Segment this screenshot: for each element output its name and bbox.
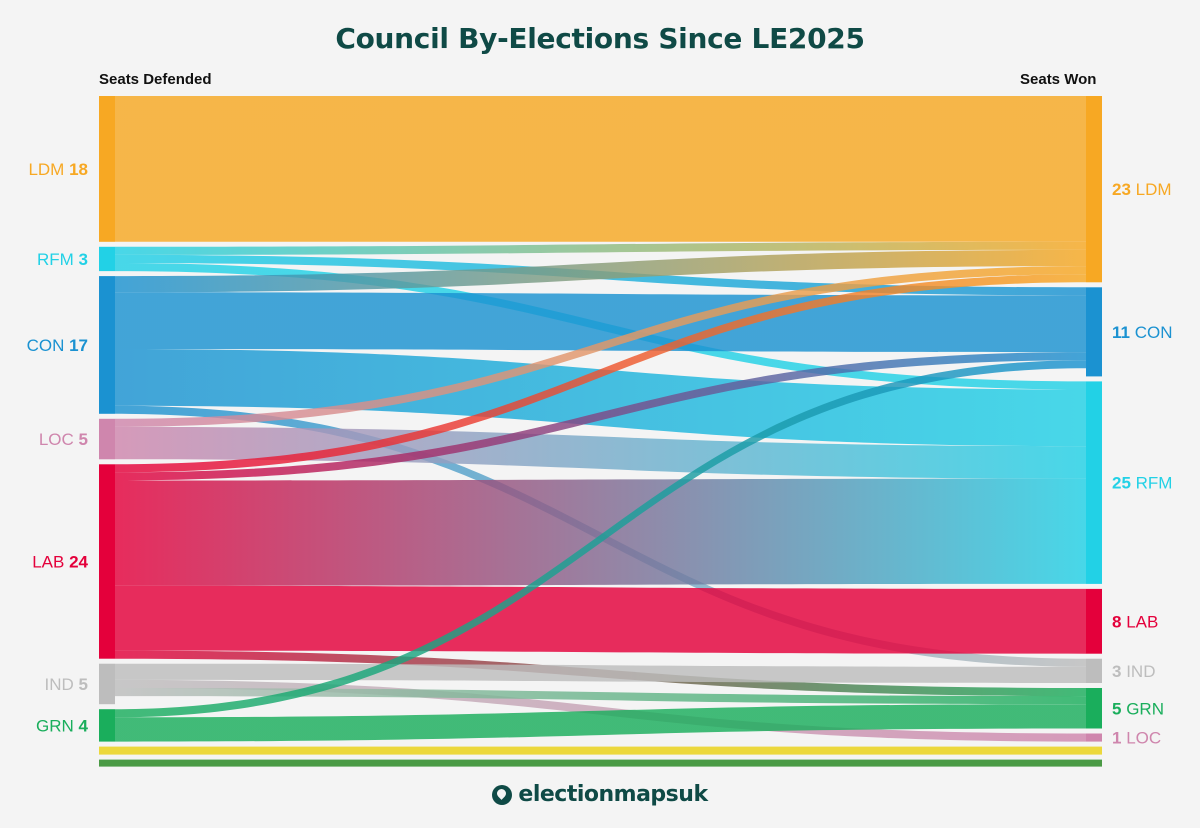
right-label-grn: 5 GRN <box>1112 699 1164 718</box>
left-label-ind: IND 5 <box>45 675 88 694</box>
right-axis-heading: Seats Won <box>1020 71 1097 88</box>
left-node-rfm <box>99 246 115 272</box>
flow-loc-to-rfm <box>115 426 1086 479</box>
nodes-group <box>99 96 1102 767</box>
left-label-con: CON 17 <box>27 336 88 355</box>
flow-grn-to-grn <box>115 704 1086 742</box>
right-node-grn <box>1086 688 1102 729</box>
flow-con-to-ldm <box>115 249 1086 293</box>
right-label-loc: 1 LOC <box>1112 729 1161 748</box>
bottom-band-yel <box>99 746 1102 755</box>
flows-group <box>115 96 1086 742</box>
left-label-lab: LAB 24 <box>32 553 88 572</box>
chart-title: Council By-Elections Since LE2025 <box>335 22 865 55</box>
flow-lab-to-lab <box>115 585 1086 654</box>
right-node-loc <box>1086 733 1102 742</box>
left-label-loc: LOC 5 <box>39 430 88 449</box>
flow-rfm-to-ldm <box>115 241 1086 255</box>
flow-loc-to-ldm <box>115 266 1086 427</box>
flow-ind-to-grn <box>115 688 1086 705</box>
flow-ldm-to-ldm <box>115 96 1086 242</box>
left-label-rfm: RFM 3 <box>37 250 88 269</box>
right-node-ldm <box>1086 96 1102 283</box>
flow-lab-to-con <box>115 352 1086 481</box>
left-node-grn <box>99 709 115 742</box>
left-node-loc <box>99 418 115 460</box>
footer-logo: electionmapsuk <box>0 782 1200 807</box>
bottom-band-dkg <box>99 759 1102 767</box>
right-node-con <box>1086 287 1102 377</box>
right-node-rfm <box>1086 381 1102 584</box>
right-label-lab: 8 LAB <box>1112 612 1158 631</box>
right-label-ind: 3 IND <box>1112 662 1155 681</box>
right-node-ind <box>1086 658 1102 683</box>
flow-grn-to-con <box>115 360 1086 718</box>
globe-pin-icon <box>492 784 513 805</box>
left-node-ind <box>99 663 115 705</box>
right-node-lab <box>1086 588 1102 654</box>
logo-text: electionmapsuk <box>518 782 708 807</box>
left-label-ldm: LDM 18 <box>28 160 88 179</box>
left-node-con <box>99 276 115 414</box>
left-axis-heading: Seats Defended <box>99 71 212 88</box>
flow-lab-to-ldm <box>115 274 1086 473</box>
right-label-ldm: 23 LDM <box>1112 180 1172 199</box>
flow-ind-to-ind <box>115 663 1086 683</box>
right-label-rfm: 25 RFM <box>1112 474 1172 493</box>
left-node-lab <box>99 464 115 659</box>
left-node-ldm <box>99 96 115 242</box>
left-label-grn: GRN 4 <box>36 716 89 735</box>
flow-con-to-rfm <box>115 349 1086 447</box>
right-label-con: 11 CON <box>1112 323 1172 342</box>
flow-con-to-con <box>115 292 1086 353</box>
labels-group: LDM 18 RFM 3 CON 17 LOC 5 LAB 24 IND 5 GRN 4 23… <box>27 160 1173 748</box>
flow-lab-to-rfm <box>115 478 1086 586</box>
